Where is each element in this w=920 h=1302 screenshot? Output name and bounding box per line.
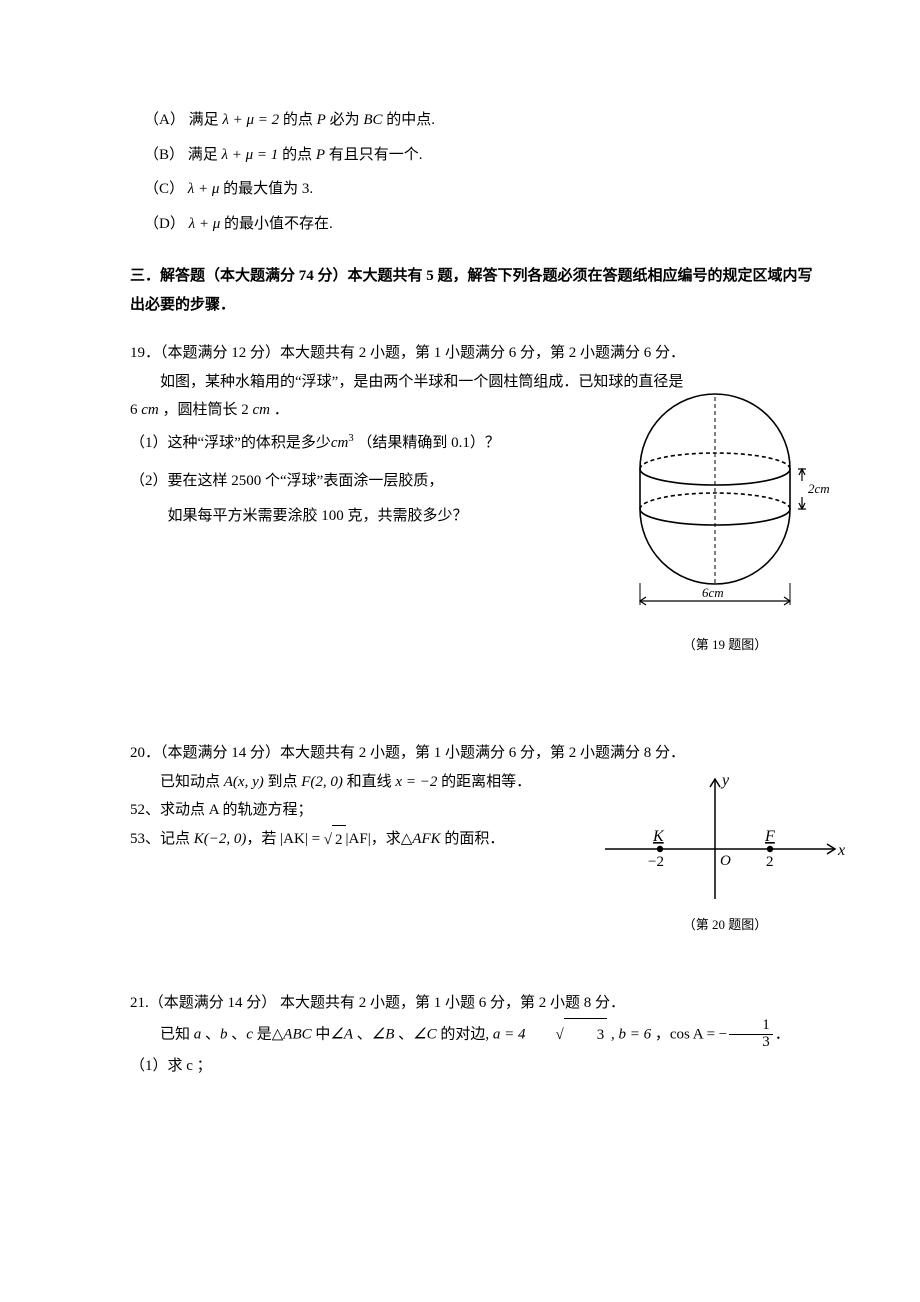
option-b: （B） 满足 λ + μ = 1 的点 P 有且只有一个. bbox=[144, 141, 820, 170]
option-c: （C） λ + μ 的最大值为 3. bbox=[144, 175, 820, 204]
q20-caption: （第 20 题图） bbox=[600, 913, 850, 938]
q19-fig-6cm: 6cm bbox=[702, 585, 724, 600]
float-ball-diagram: 2cm 6cm bbox=[610, 369, 840, 629]
option-d: （D） λ + μ 的最小值不存在. bbox=[144, 210, 820, 239]
point-F-label: F bbox=[764, 828, 775, 845]
q21-head: 21.（本题满分 14 分） 本大题共有 2 小题，第 1 小题 6 分，第 2… bbox=[130, 989, 820, 1018]
q19-figure: 2cm 6cm （第 19 题图） bbox=[610, 369, 840, 658]
neg2-label: −2 bbox=[648, 854, 664, 870]
q20-head: 20．（本题满分 14 分）本大题共有 2 小题，第 1 小题满分 6 分，第 … bbox=[130, 739, 820, 768]
q19-fig-2cm: 2cm bbox=[808, 481, 830, 496]
q19-caption: （第 19 题图） bbox=[610, 633, 840, 658]
question-19: 19．（本题满分 12 分）本大题共有 2 小题，第 1 小题满分 6 分，第 … bbox=[130, 339, 820, 659]
option-d-label: （D） bbox=[144, 216, 185, 232]
question-20: 20．（本题满分 14 分）本大题共有 2 小题，第 1 小题满分 6 分，第 … bbox=[130, 739, 820, 939]
axis-y-label: y bbox=[720, 772, 730, 789]
option-c-label: （C） bbox=[144, 181, 184, 197]
origin-label: O bbox=[720, 853, 731, 869]
q20-figure: y x O K F −2 2 （第 20 题图） bbox=[600, 769, 850, 938]
option-a-label: （A） bbox=[144, 112, 185, 128]
question-21: 21.（本题满分 14 分） 本大题共有 2 小题，第 1 小题 6 分，第 2… bbox=[130, 989, 820, 1080]
axis-x-label: x bbox=[837, 842, 845, 859]
point-K-label: K bbox=[652, 828, 665, 845]
option-b-label: （B） bbox=[144, 147, 184, 163]
pos2-label: 2 bbox=[766, 854, 774, 870]
option-a: （A） 满足 λ + μ = 2 的点 P 必为 BC 的中点. bbox=[144, 106, 820, 135]
q21-stem: 已知 a 、b 、c 是△ABC 中∠A 、∠B 、∠C 的对边, a = 4√… bbox=[130, 1018, 820, 1052]
q21-sub1: （1）求 c ； bbox=[130, 1052, 820, 1081]
q19-head: 19．（本题满分 12 分）本大题共有 2 小题，第 1 小题满分 6 分，第 … bbox=[130, 339, 820, 368]
coord-axes-diagram: y x O K F −2 2 bbox=[600, 769, 850, 909]
section-3-heading: 三．解答题（本大题满分 74 分）本大题共有 5 题，解答下列各题必须在答题纸相… bbox=[130, 262, 820, 319]
